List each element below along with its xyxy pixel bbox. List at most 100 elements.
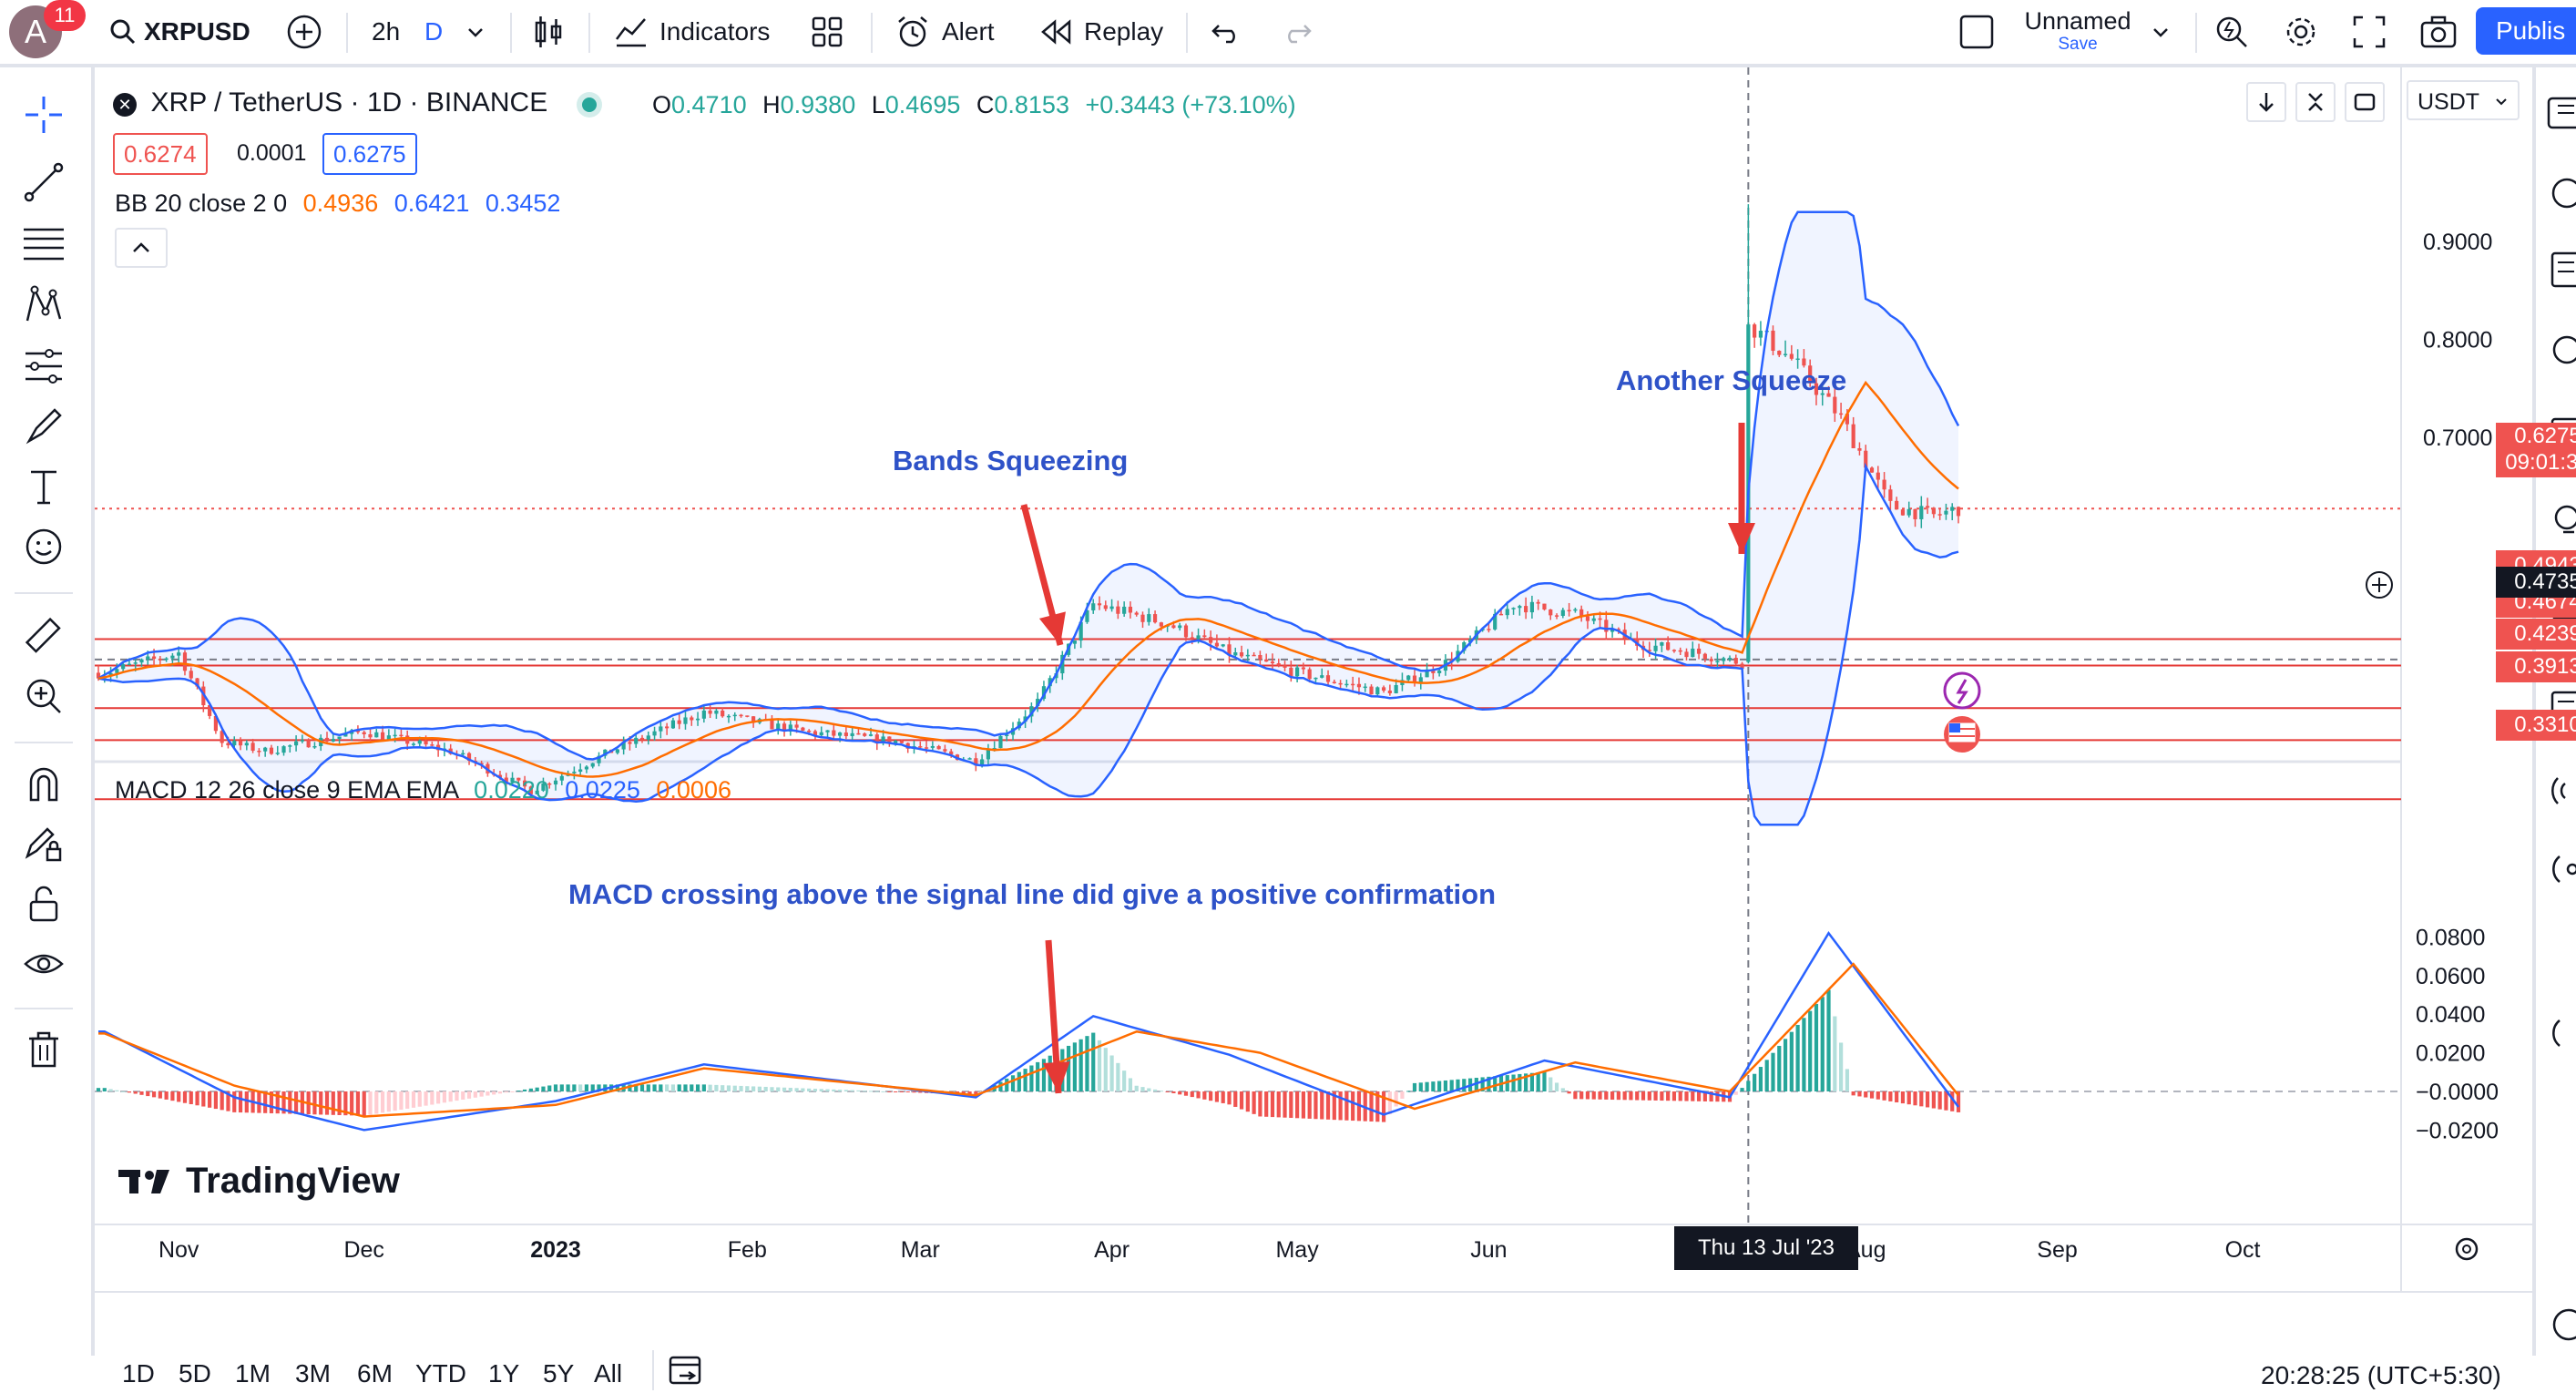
- another-squeeze-annotation[interactable]: Another Squeeze: [1616, 364, 1847, 396]
- snapshot-button[interactable]: [2419, 0, 2458, 64]
- data-window-icon[interactable]: [2547, 250, 2576, 294]
- chart-area[interactable]: 0.9000 0.8000 0.7000 0.0800 0.0600 0.0400 0.0…: [95, 67, 2576, 1390]
- fib-tool[interactable]: [20, 220, 67, 268]
- bb-legend[interactable]: BB 20 close 2 0 0.4936 0.6421 0.3452: [115, 189, 560, 218]
- macd-legend[interactable]: MACD 12 26 close 9 EMA EMA 0.0220 0.0225…: [115, 776, 731, 804]
- measure-tool[interactable]: [20, 612, 67, 660]
- hide-drawings-tool[interactable]: [20, 940, 67, 988]
- histogram-bar: [226, 1091, 230, 1111]
- lock-drawings-edit-tool[interactable]: [20, 820, 67, 867]
- range-button-all[interactable]: All: [594, 1359, 623, 1388]
- clock-timezone[interactable]: 20:28:25 (UTC+5:30): [2261, 1361, 2501, 1389]
- magnet-tool[interactable]: [20, 760, 67, 807]
- redo-button[interactable]: [1281, 0, 1314, 64]
- layout-dropdown[interactable]: [2150, 0, 2172, 64]
- currency-select[interactable]: USDT: [2407, 80, 2520, 120]
- bands-squeezing-annotation[interactable]: Bands Squeezing: [893, 445, 1129, 476]
- stream-icon[interactable]: [2547, 851, 2576, 892]
- market-status-icon[interactable]: [581, 97, 597, 112]
- notification-badge: 11: [44, 0, 86, 31]
- goto-date-button[interactable]: [667, 1352, 707, 1393]
- histogram-bar: [1258, 1091, 1262, 1117]
- histogram-bar: [1937, 1091, 1942, 1110]
- interval-favorite[interactable]: D: [424, 0, 443, 64]
- range-button-5d[interactable]: 5D: [179, 1359, 211, 1388]
- candle-body: [288, 745, 292, 747]
- text-tool[interactable]: [20, 463, 67, 510]
- maximize-pane-button[interactable]: [2345, 82, 2385, 122]
- histogram-bar: [1715, 1091, 1720, 1102]
- scroll-down-button[interactable]: [2246, 82, 2286, 122]
- forecast-tool[interactable]: [20, 343, 67, 390]
- watchlist-icon[interactable]: [2547, 95, 2576, 136]
- hline-tag-3[interactable]: 0.4239: [2496, 619, 2576, 650]
- ohlc-legend: O0.4710 H0.9380 L0.4695 C0.8153 +0.3443 …: [652, 91, 1296, 118]
- ask-price-box[interactable]: 0.6275: [322, 133, 417, 175]
- compare-symbol-button[interactable]: [286, 0, 322, 64]
- macd-axis-ticks[interactable]: 0.0800 0.0600 0.0400 0.0200 −0.0000 −0.0200: [2416, 925, 2499, 1143]
- range-button-ytd[interactable]: YTD: [415, 1359, 466, 1388]
- range-button-6m[interactable]: 6M: [357, 1359, 393, 1388]
- layout-name-button[interactable]: Unnamed Save: [2019, 7, 2137, 58]
- interval-dropdown[interactable]: [465, 0, 486, 64]
- zoom-tool[interactable]: [20, 672, 67, 720]
- hline-tag-5[interactable]: 0.3310: [2496, 710, 2576, 741]
- collapse-button[interactable]: [2295, 82, 2336, 122]
- alert-button[interactable]: Alert: [894, 0, 995, 64]
- histogram-bar: [1753, 1073, 1757, 1091]
- fullscreen-button[interactable]: [2352, 0, 2387, 64]
- candle-body: [1802, 358, 1806, 366]
- collapse-legend-button[interactable]: [115, 228, 168, 268]
- publish-button[interactable]: Publis: [2476, 7, 2576, 55]
- dividend-lightning-icon[interactable]: [1943, 671, 1981, 710]
- hline-tag-4[interactable]: 0.3913: [2496, 651, 2576, 682]
- histogram-bar: [1529, 1072, 1534, 1091]
- interval-button[interactable]: 2h: [372, 0, 400, 64]
- axis-settings-icon[interactable]: [2455, 1237, 2479, 1261]
- bid-price-box[interactable]: 0.6274: [113, 133, 208, 175]
- candle-body: [1320, 675, 1324, 678]
- replay-button[interactable]: Replay: [1040, 0, 1163, 64]
- lock-tool[interactable]: [20, 880, 67, 927]
- range-button-1d[interactable]: 1D: [122, 1359, 155, 1388]
- undo-button[interactable]: [1210, 0, 1242, 64]
- macd-annotation[interactable]: MACD crossing above the signal line did …: [568, 878, 1497, 910]
- range-button-1m[interactable]: 1M: [235, 1359, 271, 1388]
- price-axis-ticks[interactable]: 0.9000 0.8000 0.7000: [2423, 230, 2492, 451]
- symbol-search-button[interactable]: XRPUSD: [109, 0, 250, 64]
- candle-body: [1147, 614, 1151, 622]
- range-button-3m[interactable]: 3M: [295, 1359, 331, 1388]
- candle-body: [1758, 331, 1763, 338]
- annotation-arrows[interactable]: [1020, 423, 1755, 1094]
- range-button-5y[interactable]: 5Y: [543, 1359, 575, 1388]
- candle-body: [628, 742, 632, 744]
- crosshair-tool[interactable]: [20, 91, 67, 138]
- histogram-bar: [1913, 1091, 1917, 1106]
- histogram-bar: [918, 1091, 923, 1093]
- remove-drawings-tool[interactable]: [20, 1026, 67, 1073]
- alerts-panel-icon[interactable]: [2547, 173, 2576, 214]
- current-price-tag[interactable]: 0.6275 09:01:34: [2496, 423, 2576, 477]
- settings-button[interactable]: [2283, 0, 2319, 64]
- templates-button[interactable]: [811, 0, 843, 64]
- help-circle-icon[interactable]: [2547, 1306, 2576, 1347]
- signals-icon[interactable]: [2547, 773, 2576, 814]
- time-axis-ticks[interactable]: Nov Dec 2023 Feb Mar Apr May Jun Aug Sep Oct: [158, 1237, 2261, 1263]
- candle-body: [1159, 622, 1163, 627]
- trend-line-tool[interactable]: [20, 159, 67, 206]
- brush-tool[interactable]: [20, 403, 67, 450]
- range-button-1y[interactable]: 1Y: [488, 1359, 520, 1388]
- hotlist-icon[interactable]: [2547, 332, 2576, 373]
- horizontal-lines[interactable]: [95, 638, 2401, 801]
- candle-body: [1833, 396, 1837, 414]
- pattern-tool[interactable]: [20, 281, 67, 328]
- quick-search-button[interactable]: [2213, 0, 2250, 64]
- help-icon[interactable]: [2547, 1015, 2576, 1056]
- ideas-icon[interactable]: [2547, 501, 2576, 546]
- histogram-bar: [1474, 1078, 1478, 1091]
- layout-toggle[interactable]: [1958, 0, 1995, 64]
- indicators-button[interactable]: Indicators: [614, 0, 770, 64]
- chart-type-button[interactable]: [532, 0, 565, 64]
- emoji-tool[interactable]: [20, 523, 67, 570]
